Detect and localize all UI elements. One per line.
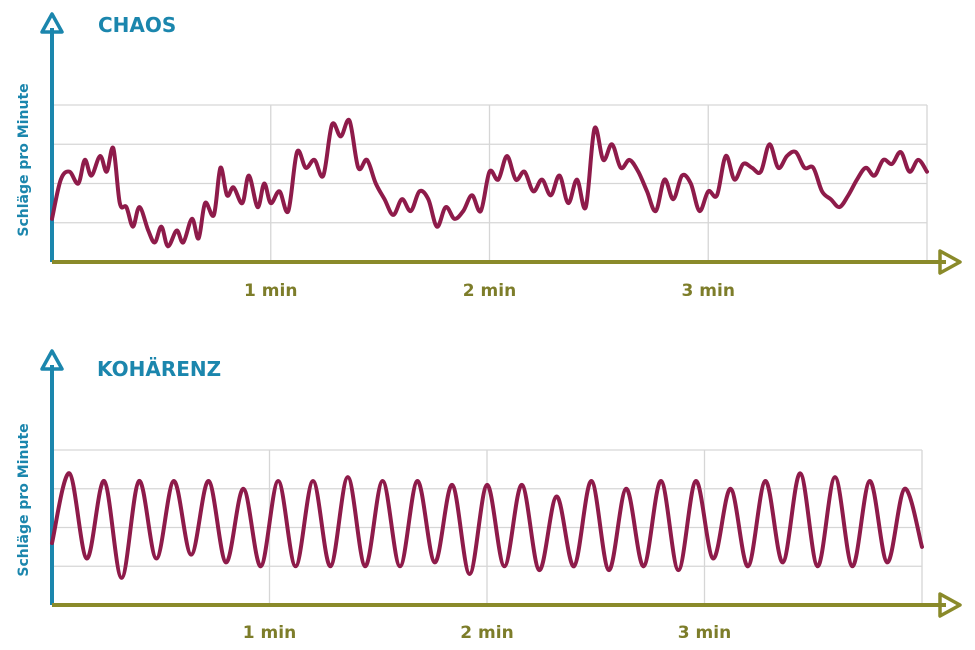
x-tick-label: 1 min (243, 623, 296, 643)
x-tick-label: 3 min (682, 281, 735, 301)
koharenz-heart-rate-line (50, 471, 924, 580)
koharenz-y-axis-label: Schläge pro Minute (16, 423, 32, 576)
chart-koharenz: KOHÄRENZ Schläge pro Minute 1 min 2 min 3 … (16, 349, 962, 643)
chaos-axes (40, 12, 962, 275)
chaos-title: CHAOS (98, 13, 176, 37)
x-tick-label: 1 min (244, 281, 297, 301)
chaos-grid (52, 104, 928, 262)
x-tick-label: 3 min (678, 623, 731, 643)
chaos-x-ticks: 1 min 2 min 3 min (244, 281, 735, 301)
chaos-heart-rate-line (50, 117, 929, 249)
chart-chaos: CHAOS Schläge pro Minute 1 min 2 min 3 min (16, 12, 962, 301)
x-tick-label: 2 min (460, 623, 513, 643)
x-axis-arrow-icon (938, 592, 962, 618)
koharenz-axes (40, 349, 962, 618)
y-axis-arrow-icon (40, 12, 64, 34)
koharenz-x-ticks: 1 min 2 min 3 min (243, 623, 731, 643)
koharenz-title: KOHÄRENZ (97, 357, 221, 381)
x-tick-label: 2 min (463, 281, 516, 301)
y-axis-arrow-icon (40, 349, 64, 371)
x-axis-arrow-icon (938, 249, 962, 275)
chaos-y-axis-label: Schläge pro Minute (16, 83, 32, 236)
